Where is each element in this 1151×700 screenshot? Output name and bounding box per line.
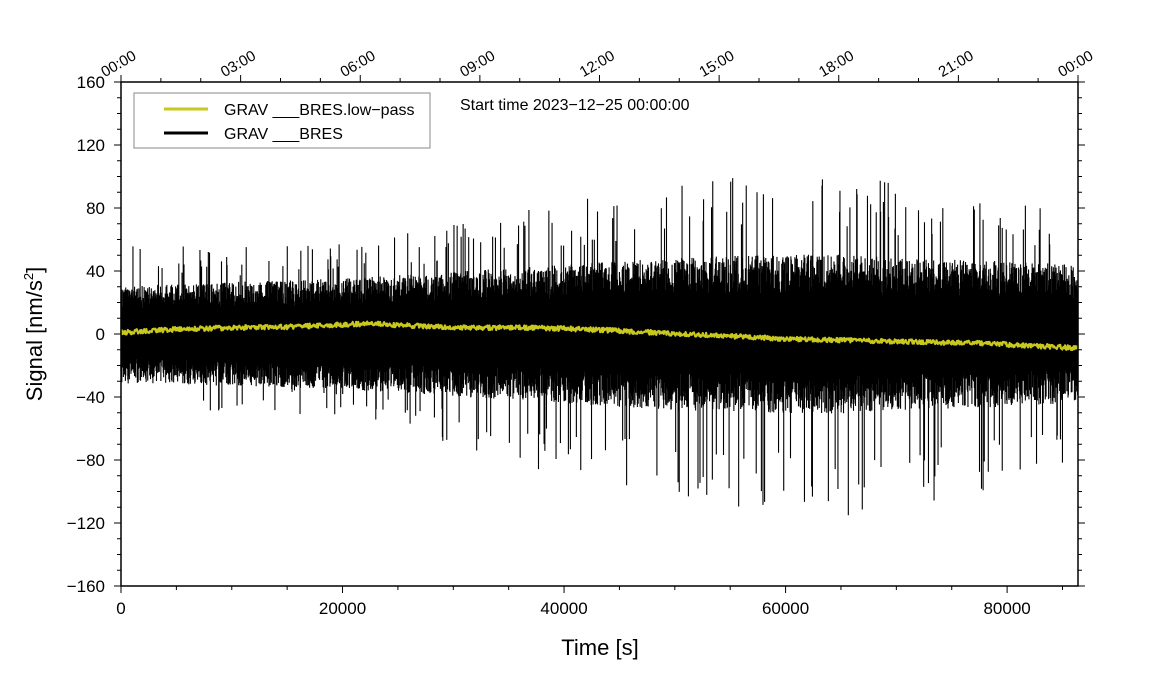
- y-tick-label: −160: [67, 577, 105, 596]
- x-axis-label: Time [s]: [561, 635, 638, 660]
- top-axis-label: 15:00: [696, 47, 737, 80]
- legend: GRAV ___BRES.low−pass GRAV ___BRES: [133, 92, 431, 149]
- series-low-pass: [119, 320, 1079, 352]
- y-tick-label: 80: [86, 199, 105, 218]
- y-axis-label-end: ]: [22, 267, 47, 273]
- x-tick-label: 60000: [762, 599, 809, 618]
- legend-box: [133, 92, 431, 149]
- y-axis-label-main: Signal [nm/s: [22, 280, 47, 401]
- top-axis-labels: 00:00 03:00 06:00 09:00 12:00 15:00 18:00 21:00…: [98, 47, 1096, 80]
- legend-label-raw: GRAV ___BRES: [224, 126, 343, 143]
- top-axis-label: 03:00: [218, 47, 259, 80]
- top-axis-label: 12:00: [577, 47, 618, 80]
- y-tick-labels: −160 −120 −80 −40 0 40 80 120 160: [67, 73, 105, 596]
- top-axis-label: 21:00: [936, 47, 977, 80]
- y-tick-label: −40: [76, 388, 105, 407]
- y-axis-label-superscript: 2: [21, 273, 36, 280]
- y-tick-label: 120: [77, 136, 105, 155]
- x-tick-label: 0: [116, 599, 125, 618]
- y-tick-label: 40: [86, 262, 105, 281]
- y-tick-label: −120: [67, 514, 105, 533]
- x-tick-label: 20000: [319, 599, 366, 618]
- plot-frame: [120, 81, 1079, 587]
- x-tick-label: 80000: [983, 599, 1030, 618]
- y-axis-label: Signal [nm/s2]: [21, 267, 47, 401]
- y-tick-label: 0: [96, 325, 105, 344]
- top-axis-label: 18:00: [816, 47, 857, 80]
- legend-label-low-pass: GRAV ___BRES.low−pass: [224, 102, 414, 119]
- top-axis-label: 00:00: [1055, 47, 1096, 80]
- top-axis-label: 06:00: [337, 47, 378, 80]
- x-tick-label: 40000: [540, 599, 587, 618]
- y-tick-label: −80: [76, 451, 105, 470]
- top-axis-label: 00:00: [98, 47, 139, 80]
- x-tick-labels: 0 20000 40000 60000 80000: [116, 599, 1030, 618]
- start-time-annotation: Start time 2023−12−25 00:00:00: [460, 97, 690, 114]
- top-axis-label: 09:00: [457, 47, 498, 80]
- y-tick-label: 160: [77, 73, 105, 92]
